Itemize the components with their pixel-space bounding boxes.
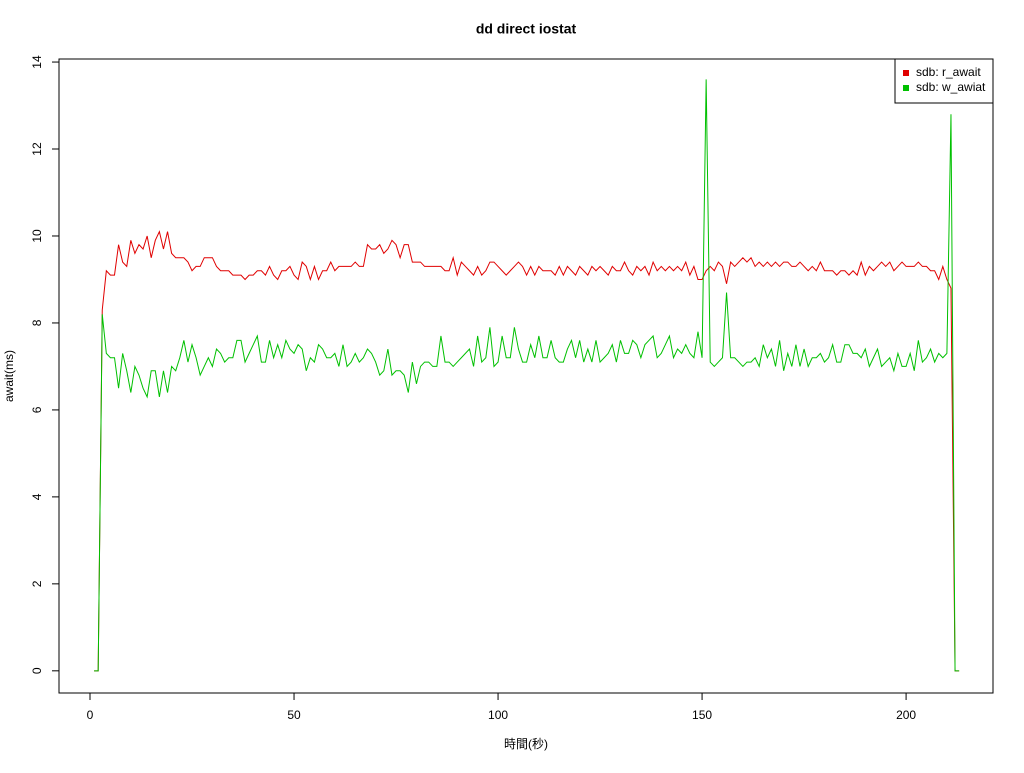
x-axis-label: 時間(秒) — [504, 737, 548, 751]
plot-box — [58, 58, 994, 694]
x-tick-label: 200 — [896, 708, 916, 722]
y-tick-label: 14 — [30, 55, 44, 69]
y-tick-label: 6 — [30, 406, 44, 413]
y-tick-label: 8 — [30, 319, 44, 326]
y-tick-label: 12 — [30, 142, 44, 156]
legend-label: sdb: w_awiat — [916, 80, 986, 94]
y-tick-label: 4 — [30, 493, 44, 500]
series-line — [94, 79, 960, 672]
x-tick-label: 150 — [692, 708, 712, 722]
x-tick-label: 0 — [87, 708, 94, 722]
legend-label: sdb: r_await — [916, 65, 981, 79]
x-tick-label: 50 — [287, 708, 301, 722]
x-tick-label: 100 — [488, 708, 508, 722]
y-tick-label: 2 — [30, 580, 44, 587]
series-line — [94, 230, 960, 672]
legend-swatch — [903, 85, 909, 91]
y-tick-label: 0 — [30, 667, 44, 674]
y-axis-label: await(ms) — [2, 350, 16, 402]
y-tick-label: 10 — [30, 229, 44, 243]
legend-swatch — [903, 70, 909, 76]
chart-title: dd direct iostat — [476, 21, 577, 37]
legend-box — [894, 58, 994, 104]
